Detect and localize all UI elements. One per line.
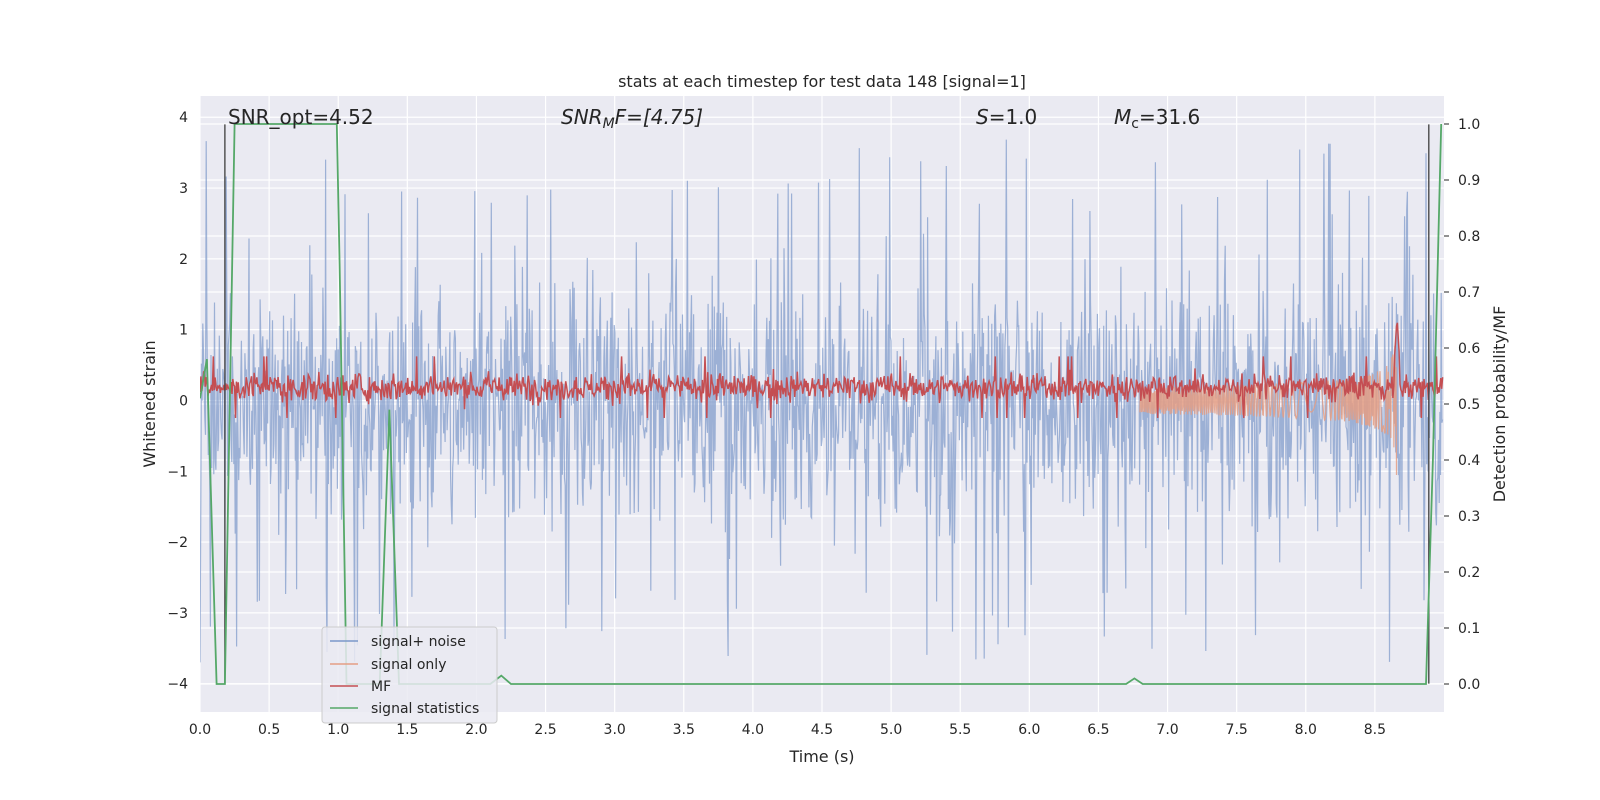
x-tick-label: 4.5 — [811, 722, 833, 738]
x-tick-label: 8.5 — [1364, 722, 1386, 738]
y-right-tick-label: 0.7 — [1458, 285, 1480, 301]
legend-label-signal-statistics: signal statistics — [371, 701, 479, 717]
x-tick-label: 7.5 — [1226, 722, 1248, 738]
x-tick-label: 2.5 — [534, 722, 556, 738]
annotation-s: S=1.0 — [976, 105, 1037, 129]
y-left-tick-label: −2 — [167, 535, 188, 551]
signal-statistics-series — [200, 123, 1443, 685]
y-right-tick-label: 0.0 — [1458, 677, 1480, 693]
y-left-tick-label: 4 — [179, 110, 188, 126]
mf-series — [200, 322, 1444, 419]
y-right-tick-label: 0.8 — [1458, 229, 1480, 245]
legend-label-mf: MF — [371, 679, 391, 695]
x-tick-label: 5.5 — [949, 722, 971, 738]
x-tick-label: 1.0 — [327, 722, 349, 738]
x-tick-label: 3.5 — [673, 722, 695, 738]
x-tick-label: 3.0 — [604, 722, 626, 738]
y-right-tick-label: 0.1 — [1458, 621, 1480, 637]
x-axis-label: Time (s) — [788, 747, 854, 766]
legend-box — [321, 626, 498, 724]
x-axis-ticks: 0.0 0.5 1.0 1.5 2.0 2.5 3.0 3.5 4.0 4.5 5.0 5.5 6.0 6… — [189, 722, 1386, 738]
legend: signal+ noise signal only MF signal stat… — [321, 626, 498, 724]
y-axis-right-ticks: 1.0 0.9 0.8 0.7 0.6 0.5 0.4 0.3 0.2 0.1 0.0 — [1444, 117, 1480, 693]
y-left-tick-label: 1 — [179, 323, 188, 339]
y-left-tick-label: 3 — [179, 181, 188, 197]
x-tick-label: 6.5 — [1087, 722, 1109, 738]
legend-label-signal-only: signal only — [371, 657, 446, 673]
x-tick-label: 8.0 — [1295, 722, 1317, 738]
annotation-snr-opt: SNR_opt=4.52 — [228, 105, 374, 129]
legend-label-signal-noise: signal+ noise — [371, 634, 466, 650]
y-left-tick-label: −1 — [167, 464, 188, 480]
x-tick-label: 1.5 — [396, 722, 418, 738]
x-tick-label: 7.0 — [1156, 722, 1178, 738]
y-axis-left-label: Whitened strain — [140, 340, 159, 467]
x-tick-label: 0.0 — [189, 722, 211, 738]
chart-title: stats at each timestep for test data 148… — [618, 72, 1026, 91]
x-tick-label: 0.5 — [258, 722, 280, 738]
x-tick-label: 4.0 — [742, 722, 764, 738]
y-right-tick-label: 0.9 — [1458, 173, 1480, 189]
y-right-tick-label: 0.2 — [1458, 565, 1480, 581]
x-tick-label: 2.0 — [465, 722, 487, 738]
y-left-tick-label: −3 — [167, 606, 188, 622]
y-right-tick-label: 1.0 — [1458, 117, 1480, 133]
y-right-tick-label: 0.4 — [1458, 453, 1480, 469]
y-axis-left-ticks: 4 3 2 1 0 −1 −2 −3 −4 — [167, 110, 188, 692]
annotation-snr-mf: SNRMF=[4.75] — [561, 105, 703, 132]
y-left-tick-label: 2 — [179, 252, 188, 268]
annotation-mc: Mc=31.6 — [1114, 105, 1200, 132]
x-tick-label: 6.0 — [1018, 722, 1040, 738]
y-right-tick-label: 0.6 — [1458, 341, 1480, 357]
y-axis-right-label: Detection probability/MF — [1490, 306, 1509, 503]
y-left-tick-label: 0 — [179, 393, 188, 409]
x-tick-label: 5.0 — [880, 722, 902, 738]
y-right-tick-label: 0.5 — [1458, 397, 1480, 413]
y-left-tick-label: −4 — [167, 677, 188, 693]
y-right-tick-label: 0.3 — [1458, 509, 1480, 525]
